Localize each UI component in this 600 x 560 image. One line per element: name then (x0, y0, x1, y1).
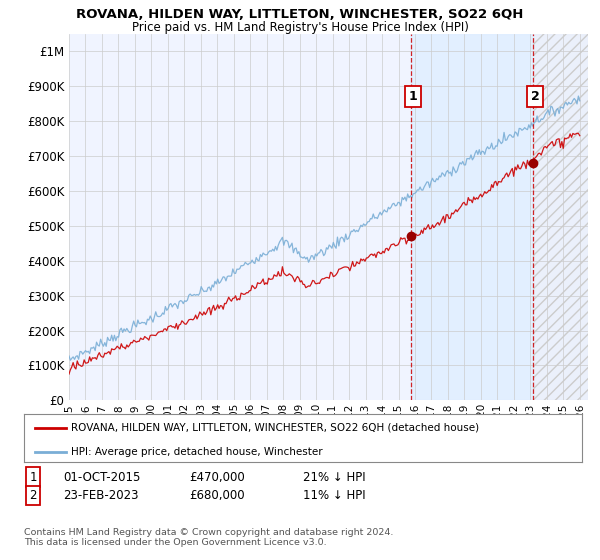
Text: 11% ↓ HPI: 11% ↓ HPI (303, 489, 365, 502)
Bar (533, 34, 588, 400)
Text: 21% ↓ HPI: 21% ↓ HPI (303, 470, 365, 484)
Bar (411, 34, 533, 400)
Text: Price paid vs. HM Land Registry's House Price Index (HPI): Price paid vs. HM Land Registry's House … (131, 21, 469, 34)
Text: Contains HM Land Registry data © Crown copyright and database right 2024.
This d: Contains HM Land Registry data © Crown c… (24, 528, 394, 547)
Text: 2: 2 (531, 90, 539, 103)
Text: 1: 1 (29, 470, 37, 484)
Text: £470,000: £470,000 (189, 470, 245, 484)
Text: 23-FEB-2023: 23-FEB-2023 (63, 489, 139, 502)
Text: 01-OCT-2015: 01-OCT-2015 (63, 470, 140, 484)
Bar (533, 34, 588, 400)
Text: £680,000: £680,000 (189, 489, 245, 502)
Text: ROVANA, HILDEN WAY, LITTLETON, WINCHESTER, SO22 6QH (detached house): ROVANA, HILDEN WAY, LITTLETON, WINCHESTE… (71, 423, 479, 433)
Text: HPI: Average price, detached house, Winchester: HPI: Average price, detached house, Winc… (71, 446, 323, 456)
Text: ROVANA, HILDEN WAY, LITTLETON, WINCHESTER, SO22 6QH: ROVANA, HILDEN WAY, LITTLETON, WINCHESTE… (76, 8, 524, 21)
Text: 2: 2 (29, 489, 37, 502)
Text: 1: 1 (409, 90, 418, 103)
Bar (533, 34, 588, 400)
